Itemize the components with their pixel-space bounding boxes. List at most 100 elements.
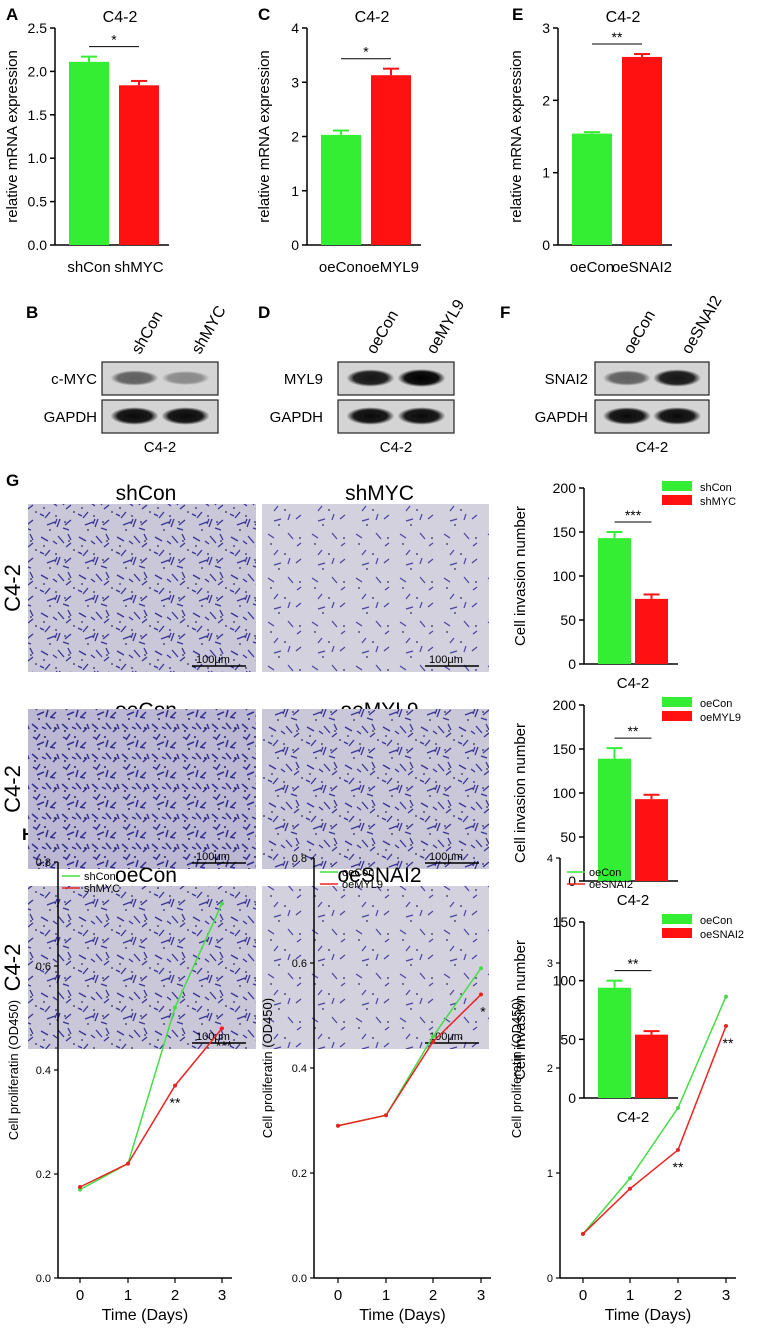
y-tick-label: 50 [560, 612, 576, 628]
data-point [173, 1083, 177, 1088]
band [346, 369, 395, 387]
significance-label: * [480, 1004, 486, 1020]
bar-chart-G3: 0 50 100 150 ** Cell invasion number C4-2 oeCon… [512, 914, 744, 1126]
image-title: oeSNAI2 [337, 864, 421, 887]
y-tick-label: 4 [547, 853, 553, 865]
bar-shCon [598, 538, 631, 664]
data-point [173, 1005, 177, 1010]
lane-label: oeMYL9 [424, 297, 469, 357]
x-tick-label: 0 [579, 1287, 587, 1304]
series-line-oeMYL9 [337, 993, 482, 1127]
y-tick-label: 0.4 [36, 1065, 51, 1077]
series-line-shCon [79, 903, 223, 1191]
y-tick-label: 2 [547, 1063, 553, 1075]
scale-bar-label: 100μm [429, 654, 463, 666]
data-point [724, 1024, 728, 1028]
panel-label-G: G [6, 471, 19, 490]
y-tick-label: 2 [542, 92, 550, 108]
legend-swatch [662, 697, 692, 707]
series-line-oeSNAI2 [582, 1025, 727, 1235]
lane-label: oeCon [621, 308, 659, 357]
y-tick-label: 3 [547, 958, 553, 970]
bar-charts: 0.0 0.5 1.0 1.5 2.0 2.5 * relative mRNA express… [4, 9, 744, 1126]
x-category-label: oeCon [570, 259, 614, 276]
x-axis-label: Time (Days) [605, 1307, 692, 1324]
legend-swatch [662, 711, 692, 721]
x-tick-label: 2 [171, 1287, 179, 1304]
y-tick-label: 1.0 [28, 150, 48, 166]
y-axis-label: relative mRNA expression [4, 50, 21, 223]
line-chart-H3: 0 1 2 3 4 0 1 2 3 Time (Days) Cell proliferatin (O… [509, 853, 736, 1324]
y-tick-label: 0.4 [292, 1063, 307, 1075]
significance-label: *** [216, 1037, 233, 1053]
y-tick-label: 0 [568, 873, 576, 889]
data-point [220, 901, 224, 906]
significance-label: ** [170, 1095, 181, 1111]
legend-label: oeCon [700, 915, 732, 927]
y-tick-label: 100 [553, 568, 577, 584]
data-point [628, 1176, 632, 1181]
band [397, 369, 446, 387]
significance-label: * [363, 44, 369, 60]
bar-oeCon [572, 133, 612, 245]
y-tick-label: 1 [547, 1168, 553, 1180]
lane-label: oeCon [364, 308, 402, 357]
scale-bar-label: 100μm [429, 1031, 463, 1043]
legend-label: oeCon [700, 698, 732, 710]
panel-label-C: C [258, 5, 270, 24]
image-title: oeCon [115, 864, 177, 887]
legend-label: shMYC [84, 883, 120, 895]
data-point [431, 1039, 435, 1044]
lane-label: shMYC [189, 303, 230, 357]
line-charts: 0.0 0.2 0.4 0.6 0.8 0 1 2 3 Time (Days) Cell proli… [6, 853, 736, 1324]
bar-oeSNAI2 [635, 1034, 668, 1098]
panel-label-A: A [6, 5, 18, 24]
data-point [676, 1147, 680, 1152]
x-tick-label: 3 [722, 1287, 730, 1304]
x-category-label: shMYC [114, 259, 163, 276]
lane-label: oeSNAI2 [679, 293, 726, 357]
lane-label: shCon [129, 308, 167, 357]
chart-title: C4-2 [103, 9, 138, 26]
significance-label: *** [625, 507, 642, 523]
series-line-oeCon [582, 996, 727, 1235]
y-tick-label: 0.6 [292, 958, 307, 970]
micrograph [28, 886, 256, 1049]
significance-label: ** [628, 956, 639, 972]
legend-swatch [662, 914, 692, 924]
panel-label-F: F [500, 303, 510, 322]
x-tick-label: 3 [477, 1287, 485, 1304]
protein-label: SNAI2 [545, 371, 588, 388]
data-point [431, 1034, 435, 1039]
band [161, 370, 210, 386]
row-label: C4-2 [0, 944, 25, 992]
data-point [676, 1105, 680, 1110]
y-tick-label: 0 [547, 1273, 553, 1285]
band [602, 407, 651, 425]
y-tick-label: 0 [542, 237, 550, 253]
panel-label-B: B [26, 303, 38, 322]
data-point [384, 1113, 388, 1118]
scale-bar-label: 100μm [196, 1031, 230, 1043]
data-point [479, 992, 483, 997]
y-axis-label: relative mRNA expression [508, 50, 525, 223]
y-axis-label: Cell proliferatin (OD450) [6, 1000, 21, 1140]
protein-label: c-MYC [51, 371, 97, 388]
x-category-label: oeSNAI2 [612, 259, 672, 276]
data-point [479, 966, 483, 971]
legend-label: oeSNAI2 [589, 879, 633, 891]
y-tick-label: 2.5 [28, 20, 48, 36]
significance-label: ** [612, 29, 623, 45]
scale-bar-label: 100μm [196, 851, 230, 863]
y-tick-label: 0.6 [36, 961, 51, 973]
x-tick-label: 1 [626, 1287, 634, 1304]
bar-oeMYL9 [371, 75, 411, 245]
band [653, 369, 702, 387]
y-tick-label: 3 [542, 20, 550, 36]
blot-F: oeCon oeSNAI2 SNAI2 GAPDH C4-2 [535, 293, 726, 456]
legend-label: shCon [84, 871, 116, 883]
y-tick-label: 50 [560, 1031, 576, 1047]
row-label: C4-2 [0, 564, 25, 612]
x-tick-label: 1 [382, 1287, 390, 1304]
